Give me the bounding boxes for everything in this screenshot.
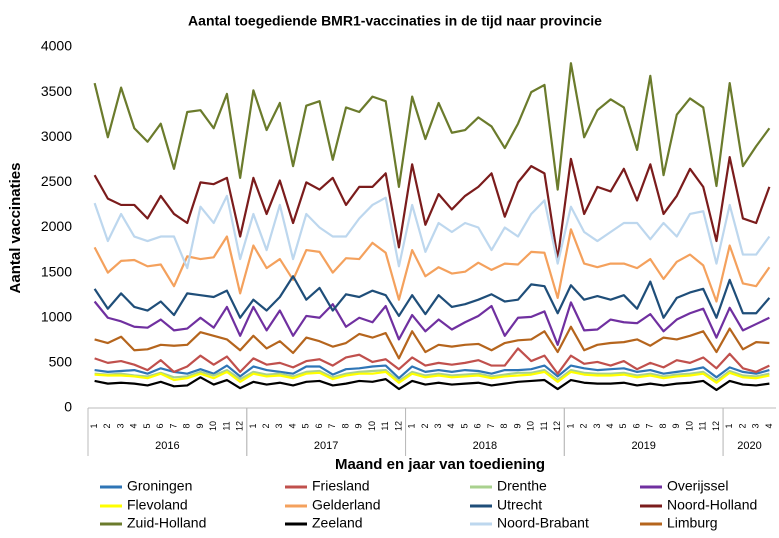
x-tick-label: 12 (393, 421, 403, 431)
legend-label: Limburg (667, 515, 718, 531)
series-line (93, 62, 771, 191)
series-line (94, 368, 770, 383)
x-tick-label: 12 (552, 421, 562, 431)
x-tick-label: 1 (248, 423, 258, 428)
x-tick-label: 1 (89, 423, 99, 428)
x-tick-label: 11 (380, 421, 390, 430)
year-label: 2016 (155, 440, 179, 452)
legend-label: Flevoland (127, 497, 188, 513)
x-tick-label: 12 (711, 421, 721, 431)
series-line (93, 300, 770, 346)
series-line (94, 364, 770, 380)
x-tick-label: 4 (287, 423, 297, 428)
series-line (94, 376, 770, 392)
x-tick-label: 7 (486, 423, 496, 428)
year-label: 2020 (737, 440, 761, 452)
legend-label: Noord-Brabant (497, 515, 589, 531)
legend-label: Drenthe (497, 478, 547, 494)
legend-label: Overijssel (667, 478, 728, 494)
x-tick-label: 5 (301, 423, 311, 428)
x-tick-label: 10 (684, 421, 694, 431)
y-tick-label: 2000 (41, 218, 72, 234)
x-tick-label: 8 (182, 423, 192, 428)
legend-label: Zuid-Holland (127, 515, 206, 531)
chart-title: Aantal toegediende BMR1-vaccinaties in d… (188, 13, 602, 29)
series-line (93, 228, 771, 303)
y-tick-label: 0 (64, 399, 72, 415)
x-tick-label: 11 (539, 421, 549, 430)
x-tick-label: 2 (737, 423, 747, 428)
x-tick-label: 2 (579, 423, 589, 428)
y-tick-label: 3000 (41, 128, 72, 144)
x-tick-label: 7 (645, 423, 655, 428)
y-tick-label: 500 (49, 354, 73, 370)
series-line (94, 370, 770, 384)
y-axis-title: Aantal vaccinaties (7, 163, 24, 294)
x-tick-label: 1 (407, 423, 417, 428)
x-tick-label: 11 (221, 421, 231, 430)
series-line (94, 325, 770, 360)
x-tick-label: 3 (274, 423, 284, 428)
legend-label: Noord-Holland (667, 497, 757, 513)
x-tick-label: 6 (473, 423, 483, 428)
y-tick-label: 3500 (41, 83, 72, 99)
x-tick-label: 4 (764, 423, 774, 428)
x-tick-label: 8 (340, 423, 350, 428)
y-tick-label: 4000 (41, 38, 72, 54)
legend-label: Groningen (127, 478, 192, 494)
x-tick-label: 10 (526, 421, 536, 431)
x-tick-label: 7 (327, 423, 337, 428)
x-tick-label: 3 (592, 423, 602, 428)
x-tick-label: 6 (631, 423, 641, 428)
x-tick-label: 7 (168, 423, 178, 428)
x-tick-label: 6 (155, 423, 165, 428)
series-line (93, 194, 771, 270)
x-axis-title: Maand en jaar van toediening (335, 456, 545, 473)
x-tick-label: 5 (142, 423, 152, 428)
legend-label: Friesland (312, 478, 370, 494)
x-tick-label: 9 (354, 423, 364, 428)
x-tick-label: 9 (512, 423, 522, 428)
x-tick-label: 10 (208, 421, 218, 431)
x-tick-label: 12 (235, 421, 245, 431)
x-tick-label: 4 (129, 423, 139, 428)
x-tick-label: 9 (195, 423, 205, 428)
legend-label: Gelderland (312, 497, 381, 513)
x-tick-label: 2 (261, 423, 271, 428)
y-tick-label: 1500 (41, 263, 72, 279)
x-tick-label: 11 (698, 421, 708, 430)
year-label: 2019 (631, 440, 655, 452)
x-tick-label: 2 (102, 423, 112, 428)
x-tick-label: 4 (605, 423, 615, 428)
x-tick-label: 4 (446, 423, 456, 428)
x-tick-label: 1 (565, 423, 575, 428)
legend-label: Utrecht (497, 497, 542, 513)
x-tick-label: 1 (724, 423, 734, 428)
x-tick-label: 8 (499, 423, 509, 428)
series-line (93, 156, 771, 261)
year-label: 2018 (473, 440, 497, 452)
legend-label: Zeeland (312, 515, 363, 531)
x-tick-label: 9 (671, 423, 681, 428)
x-tick-label: 5 (459, 423, 469, 428)
series-line (94, 347, 770, 375)
y-tick-label: 2500 (41, 173, 72, 189)
x-tick-label: 3 (115, 423, 125, 428)
x-tick-label: 10 (367, 421, 377, 431)
year-label: 2017 (314, 440, 338, 452)
x-tick-label: 2 (420, 423, 430, 428)
x-tick-label: 8 (658, 423, 668, 428)
x-tick-label: 5 (618, 423, 628, 428)
series-line (93, 275, 771, 319)
x-tick-label: 3 (751, 423, 761, 428)
x-tick-label: 6 (314, 423, 324, 428)
y-tick-label: 1000 (41, 308, 72, 324)
x-tick-label: 3 (433, 423, 443, 428)
